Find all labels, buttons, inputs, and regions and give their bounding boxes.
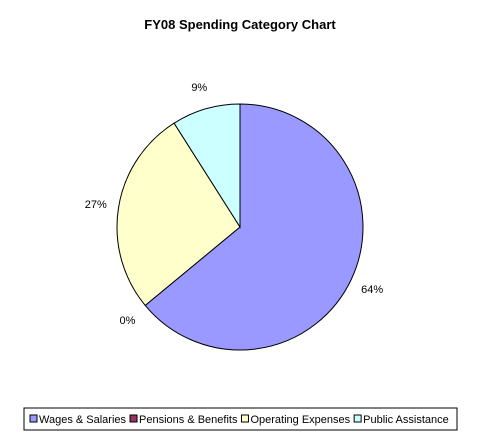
- legend: Wages & Salaries Pensions & Benefits Opera…: [23, 407, 458, 431]
- legend-label-operating-expenses: Operating Expenses: [250, 414, 350, 426]
- slice-label-pensions-benefits: 0%: [120, 315, 136, 327]
- slice-label-public-assistance: 9%: [191, 82, 207, 94]
- legend-label-public-assistance: Public Assistance: [363, 414, 449, 426]
- slice-label-operating-expenses: 27%: [85, 199, 107, 211]
- chart-title: FY08 Spending Category Chart: [144, 17, 336, 32]
- pie-slices: [116, 103, 364, 351]
- legend-label-pensions-benefits: Pensions & Benefits: [139, 414, 238, 426]
- pie-slice-public-assistance: [173, 103, 241, 229]
- legend-swatch-public-assistance: [353, 414, 362, 423]
- legend-swatch-pensions-benefits: [129, 414, 138, 423]
- legend-label-wages-salaries: Wages & Salaries: [39, 414, 127, 426]
- legend-swatch-wages-salaries: [29, 414, 38, 423]
- legend-border: [23, 407, 458, 431]
- pie-slice-labels: 64% 0% 27% 9%: [85, 82, 384, 327]
- slice-label-wages-salaries: 64%: [361, 284, 383, 296]
- pie-slice-wages-salaries: [144, 103, 364, 351]
- legend-swatch-operating-expenses: [240, 414, 249, 423]
- pie-slice-operating-expenses: [116, 122, 241, 307]
